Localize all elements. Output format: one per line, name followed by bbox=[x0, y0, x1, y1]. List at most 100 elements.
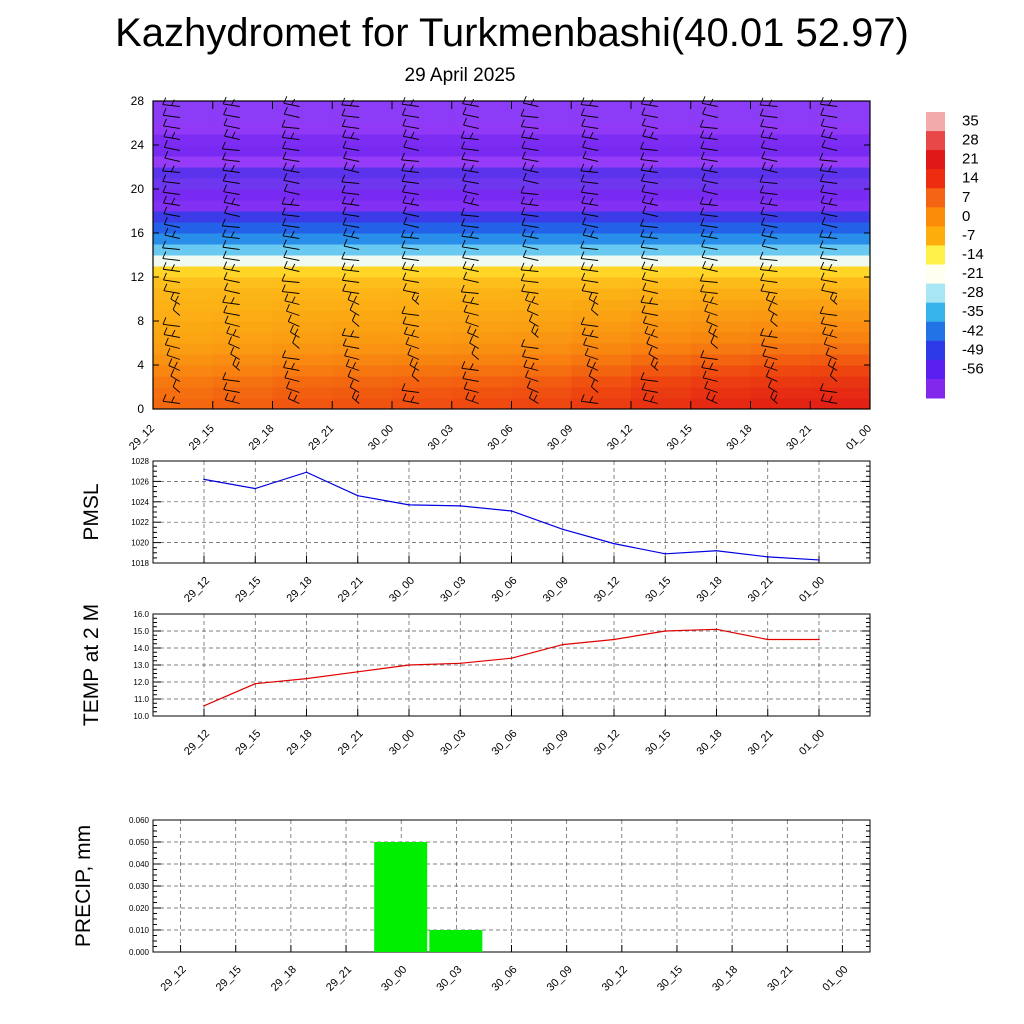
wind-barb-flag bbox=[648, 231, 653, 238]
wind-barb-flag bbox=[768, 198, 773, 205]
wind-barb-flag bbox=[349, 379, 354, 388]
wind-barb-flag bbox=[529, 230, 534, 238]
heatmap-cell bbox=[451, 145, 512, 157]
heatmap-cell bbox=[571, 354, 632, 366]
wind-barb-flag bbox=[171, 131, 176, 139]
y-tick-label: 0.000 bbox=[129, 948, 150, 957]
y-tick-label: 1024 bbox=[131, 498, 149, 507]
wind-barb bbox=[527, 310, 539, 316]
heatmap-cell bbox=[690, 343, 751, 355]
wind-barb bbox=[342, 290, 360, 294]
wind-barb-flag bbox=[291, 296, 296, 303]
heatmap-cell bbox=[690, 200, 751, 212]
wind-barb bbox=[760, 213, 778, 217]
wind-barb bbox=[462, 246, 479, 250]
wind-barb bbox=[821, 146, 838, 151]
heatmap-cell bbox=[332, 266, 393, 278]
heatmap-cell bbox=[272, 387, 333, 399]
wind-barb bbox=[820, 312, 838, 316]
heatmap-cell bbox=[212, 365, 273, 377]
y-tick-label: 0.020 bbox=[129, 904, 150, 913]
wind-barb bbox=[820, 191, 838, 195]
wind-barb-flag bbox=[223, 382, 228, 390]
heatmap-cell bbox=[750, 145, 811, 157]
wind-barb-flag bbox=[525, 369, 529, 378]
x-tick-label: 29_18 bbox=[285, 728, 315, 758]
wind-barb-flag bbox=[530, 164, 534, 172]
heatmap-cell bbox=[332, 200, 393, 212]
wind-barb bbox=[341, 258, 360, 261]
wind-barb-flag bbox=[760, 328, 764, 336]
wind-barb bbox=[521, 290, 539, 294]
heatmap-cell bbox=[153, 211, 214, 223]
heatmap-cell bbox=[511, 398, 572, 410]
wind-barb-flag bbox=[411, 368, 416, 376]
heatmap-cell bbox=[810, 145, 871, 157]
wind-barb-flag bbox=[832, 361, 837, 368]
wind-barb-flag bbox=[410, 395, 415, 403]
wind-barb-flag bbox=[640, 163, 645, 171]
heatmap-cell bbox=[332, 365, 393, 377]
heatmap-cell bbox=[810, 112, 871, 124]
heatmap-cell bbox=[272, 288, 333, 300]
wind-barb bbox=[582, 146, 599, 151]
heatmap-cell bbox=[571, 200, 632, 212]
wind-barb-flag bbox=[462, 250, 467, 258]
heatmap-cell bbox=[153, 376, 214, 388]
wind-barb bbox=[223, 180, 240, 184]
wind-barb bbox=[402, 191, 419, 195]
wind-barb bbox=[282, 224, 300, 228]
wind-barb bbox=[163, 213, 180, 217]
x-tick-label: 30_12 bbox=[592, 728, 622, 758]
wind-barb-flag bbox=[712, 328, 717, 335]
wind-barb-flag bbox=[529, 132, 534, 139]
wind-barb-flag bbox=[342, 140, 347, 148]
x-tick-label: 30_12 bbox=[605, 423, 635, 453]
wind-barb bbox=[165, 344, 180, 349]
heatmap-cell bbox=[750, 343, 811, 355]
wind-barb-flag bbox=[701, 239, 706, 247]
wind-barb-flag bbox=[642, 205, 647, 214]
heatmap-cell bbox=[153, 112, 214, 124]
heatmap-cell bbox=[810, 310, 871, 322]
wind-barb bbox=[282, 214, 300, 217]
wind-barb-flag bbox=[341, 251, 346, 260]
x-tick-label: 01_00 bbox=[844, 423, 874, 453]
x-tick-label: 30_03 bbox=[426, 423, 456, 453]
heatmap-cell bbox=[810, 266, 871, 278]
wind-barb-flag bbox=[641, 272, 646, 280]
wind-barb-flag bbox=[347, 292, 352, 300]
wind-barb bbox=[643, 322, 658, 327]
wind-barb bbox=[522, 158, 539, 162]
wind-barb-flag bbox=[702, 370, 707, 378]
heatmap-cell bbox=[511, 288, 572, 300]
wind-barb bbox=[224, 289, 240, 294]
wind-barb-flag bbox=[223, 118, 228, 126]
wind-barb-flag bbox=[582, 150, 587, 159]
heatmap-cell bbox=[272, 189, 333, 201]
wind-barb-flag bbox=[224, 128, 228, 137]
wind-barb-flag bbox=[401, 240, 406, 248]
wind-barb bbox=[223, 268, 240, 272]
wind-barb-flag bbox=[462, 96, 467, 104]
pmsl-point bbox=[766, 556, 769, 558]
wind-barb bbox=[702, 113, 718, 118]
wind-barb-flag bbox=[759, 185, 764, 193]
wind-barb-flag bbox=[410, 99, 414, 106]
wind-barb-flag bbox=[341, 328, 346, 336]
heatmap-cell bbox=[153, 266, 214, 278]
wind-barb-flag bbox=[401, 152, 405, 161]
wind-barb-flag bbox=[224, 315, 229, 323]
heatmap-cell bbox=[750, 266, 811, 278]
wind-barb bbox=[164, 157, 180, 162]
heatmap-cell bbox=[690, 145, 751, 157]
wind-barb-flag bbox=[461, 239, 466, 248]
heatmap-cell bbox=[631, 112, 692, 124]
heatmap-cell bbox=[272, 343, 333, 355]
wind-barb-flag bbox=[342, 338, 347, 346]
heatmap-cell bbox=[690, 112, 751, 124]
heatmap-cell bbox=[511, 233, 572, 245]
wind-barb-flag bbox=[223, 184, 228, 192]
wind-barb bbox=[163, 114, 180, 118]
heatmap-cell bbox=[690, 211, 751, 223]
